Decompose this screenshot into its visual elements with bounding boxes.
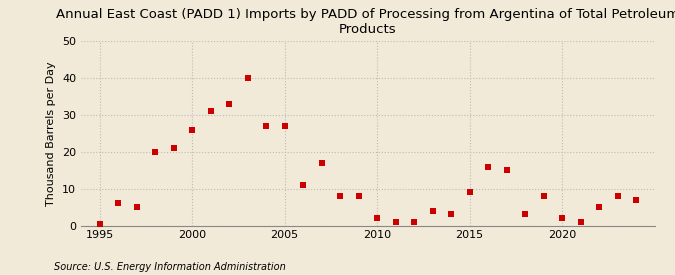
Point (205, 109, 216, 114)
Text: Source: U.S. Energy Information Administration: Source: U.S. Energy Information Administ… (54, 262, 286, 272)
Point (575, 220, 586, 224)
Point (390, 220, 401, 224)
Point (502, 168, 512, 172)
Point (557, 216, 568, 220)
Point (316, 161, 327, 165)
Point (372, 216, 383, 220)
Point (335, 194, 346, 198)
Point (279, 124, 290, 128)
Title: Annual East Coast (PADD 1) Imports by PADD of Processing from Argentina of Total: Annual East Coast (PADD 1) Imports by PA… (56, 8, 675, 36)
Point (261, 124, 271, 128)
Point (594, 205, 605, 209)
Point (483, 164, 493, 169)
Point (187, 128, 198, 132)
Point (223, 102, 234, 106)
Point (353, 194, 364, 198)
Point (520, 212, 531, 217)
Point (446, 212, 456, 217)
Point (427, 208, 438, 213)
Point (464, 190, 475, 194)
Point (409, 220, 420, 224)
Y-axis label: Thousand Barrels per Day: Thousand Barrels per Day (47, 61, 57, 206)
Point (150, 150, 161, 154)
Point (538, 194, 549, 198)
Point (94, 221, 105, 226)
Point (168, 146, 179, 150)
Point (113, 201, 124, 206)
Point (612, 194, 623, 198)
Point (131, 205, 142, 209)
Point (631, 197, 642, 202)
Point (242, 76, 253, 80)
Point (298, 183, 308, 187)
